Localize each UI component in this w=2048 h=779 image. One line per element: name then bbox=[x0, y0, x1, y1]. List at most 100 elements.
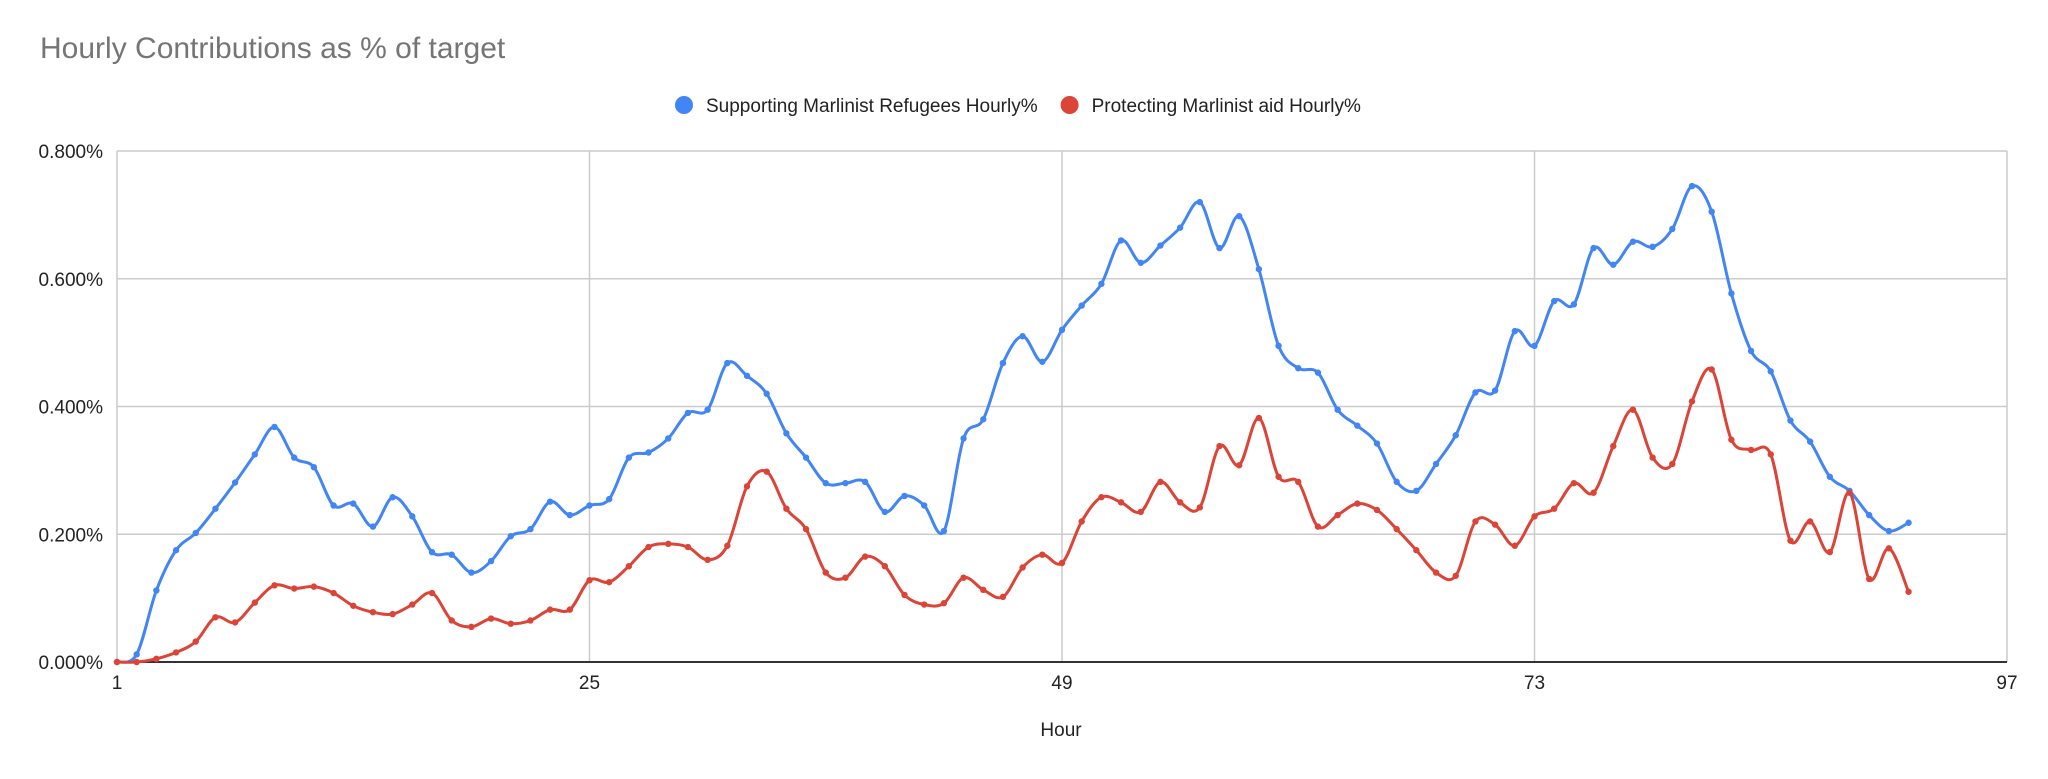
chart-title: Hourly Contributions as % of target bbox=[40, 32, 506, 65]
data-point bbox=[1669, 460, 1676, 468]
x-tick-label: 25 bbox=[579, 673, 600, 694]
y-tick-label: 0.000% bbox=[39, 653, 104, 674]
data-point bbox=[1413, 487, 1420, 495]
data-point bbox=[1806, 438, 1814, 445]
legend-swatch bbox=[675, 96, 693, 114]
legend-swatch bbox=[1060, 96, 1079, 114]
data-point bbox=[822, 569, 829, 576]
data-point bbox=[842, 574, 849, 581]
data-point bbox=[1216, 442, 1223, 450]
data-point bbox=[487, 615, 495, 622]
data-point bbox=[1747, 347, 1755, 355]
series-lines bbox=[113, 182, 1912, 666]
data-point bbox=[212, 505, 219, 512]
data-point bbox=[428, 548, 436, 556]
data-point bbox=[428, 589, 436, 597]
data-point bbox=[1058, 326, 1066, 334]
data-point bbox=[310, 583, 318, 590]
data-point bbox=[1708, 366, 1715, 373]
data-point bbox=[566, 606, 574, 613]
data-point bbox=[940, 527, 948, 535]
y-tick-label: 0.200% bbox=[39, 525, 104, 546]
data-point bbox=[842, 479, 849, 487]
data-point bbox=[665, 540, 672, 548]
data-point bbox=[448, 617, 455, 624]
data-point bbox=[1865, 511, 1873, 519]
series-1 bbox=[113, 182, 1912, 666]
data-point bbox=[881, 562, 889, 570]
data-point bbox=[330, 502, 337, 509]
data-point bbox=[507, 620, 514, 627]
data-point bbox=[763, 390, 770, 397]
data-point bbox=[625, 454, 633, 461]
data-point bbox=[861, 553, 869, 560]
data-point bbox=[1550, 297, 1558, 305]
data-point bbox=[487, 557, 495, 565]
data-point bbox=[1354, 422, 1361, 429]
data-point bbox=[271, 423, 278, 431]
data-point bbox=[1216, 244, 1223, 252]
x-tick-label: 97 bbox=[1996, 673, 2017, 694]
data-point bbox=[1314, 523, 1322, 530]
x-axis-label: Hour bbox=[1040, 720, 1082, 741]
data-point bbox=[802, 454, 810, 461]
data-point bbox=[350, 500, 357, 507]
data-point bbox=[1905, 519, 1912, 526]
legend-item: Protecting Marlinist aid Hourly% bbox=[1060, 96, 1361, 117]
data-point bbox=[468, 569, 475, 576]
data-point bbox=[861, 478, 869, 486]
data-point bbox=[271, 582, 278, 589]
data-point bbox=[920, 601, 928, 608]
data-point bbox=[1491, 387, 1499, 394]
data-point bbox=[940, 600, 948, 607]
data-point bbox=[724, 359, 731, 367]
y-tick-label: 0.400% bbox=[39, 398, 104, 419]
data-point bbox=[1078, 518, 1085, 525]
data-point bbox=[1137, 259, 1144, 266]
data-point bbox=[507, 532, 514, 540]
data-point bbox=[290, 454, 298, 461]
data-point bbox=[369, 523, 377, 530]
data-point bbox=[743, 483, 751, 490]
data-point bbox=[1078, 302, 1085, 309]
data-point bbox=[1157, 242, 1164, 249]
data-point bbox=[546, 606, 554, 613]
data-point bbox=[113, 658, 121, 666]
data-point bbox=[153, 587, 160, 594]
legend-label: Supporting Marlinist Refugees Hourly% bbox=[706, 96, 1038, 117]
data-point bbox=[999, 359, 1007, 367]
data-point bbox=[704, 556, 711, 563]
data-point bbox=[1649, 454, 1656, 461]
data-point bbox=[1098, 494, 1105, 501]
data-point bbox=[1905, 588, 1912, 595]
data-point bbox=[1669, 225, 1676, 233]
data-point bbox=[1432, 569, 1440, 576]
data-point bbox=[1531, 513, 1538, 520]
data-point bbox=[1196, 504, 1204, 511]
data-point bbox=[1334, 511, 1341, 519]
data-point bbox=[1452, 572, 1459, 579]
data-point bbox=[586, 577, 593, 584]
data-point bbox=[1314, 369, 1322, 376]
data-point bbox=[527, 617, 534, 624]
data-point bbox=[1354, 500, 1361, 507]
data-point bbox=[1098, 280, 1105, 288]
data-point bbox=[1826, 473, 1834, 480]
data-point bbox=[1767, 451, 1774, 458]
data-point bbox=[1039, 551, 1046, 558]
data-point bbox=[1472, 518, 1479, 525]
data-point bbox=[881, 508, 889, 516]
data-point bbox=[743, 372, 751, 380]
data-point bbox=[251, 451, 259, 458]
data-point bbox=[1511, 327, 1519, 335]
data-point bbox=[310, 463, 318, 471]
data-point bbox=[1629, 238, 1637, 245]
data-point bbox=[1767, 368, 1774, 375]
data-point bbox=[1610, 442, 1617, 450]
data-point bbox=[1334, 406, 1341, 413]
data-point bbox=[231, 479, 239, 486]
data-point bbox=[1275, 342, 1282, 350]
data-point bbox=[566, 511, 574, 519]
